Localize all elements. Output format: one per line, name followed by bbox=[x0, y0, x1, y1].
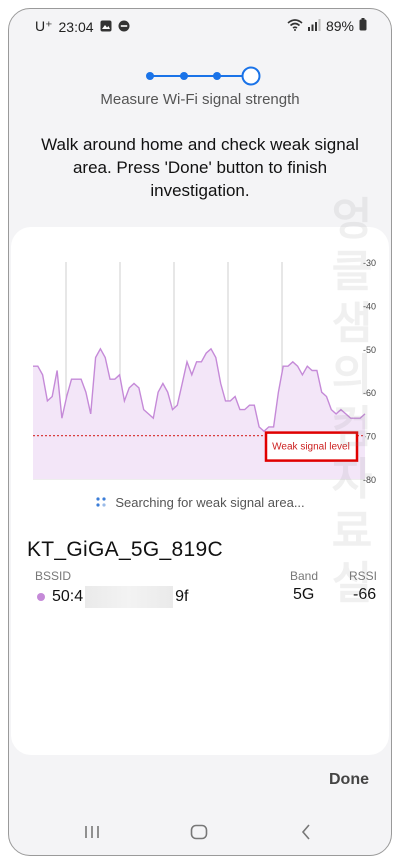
step-4-dot bbox=[241, 66, 261, 86]
step-1-dot bbox=[146, 72, 154, 80]
y-tick-label: -40 bbox=[363, 301, 376, 311]
y-tick-label: -70 bbox=[363, 432, 376, 442]
battery-icon bbox=[359, 18, 367, 34]
home-icon bbox=[190, 824, 208, 840]
carrier-label: U⁺ bbox=[35, 18, 53, 34]
progress-stepper bbox=[146, 66, 261, 86]
network-ssid: KT_GiGA_5G_819C bbox=[27, 538, 223, 561]
signal-series-line bbox=[33, 347, 366, 433]
signal-icon bbox=[307, 18, 321, 34]
phone-screen: U⁺ 23:04 89% Measure bbox=[8, 8, 392, 856]
rssi-value: -66 bbox=[353, 586, 377, 603]
navigation-bar bbox=[9, 817, 391, 847]
battery-percent: 89% bbox=[325, 18, 354, 34]
step-3-dot bbox=[213, 72, 221, 80]
gallery-icon bbox=[100, 19, 112, 35]
y-tick-label: -30 bbox=[363, 258, 376, 268]
do-not-disturb-icon bbox=[118, 19, 130, 35]
step-2-dot bbox=[180, 72, 188, 80]
status-bar: U⁺ 23:04 89% bbox=[9, 9, 391, 45]
back-icon bbox=[301, 824, 310, 840]
y-tick-label: -80 bbox=[363, 475, 376, 485]
recent-apps-icon bbox=[85, 826, 99, 838]
watermark: 엉클샘의 컴자료실 bbox=[331, 194, 373, 609]
signal-chart: -30 -40 -50 -60 -70 -80 Weak signal level bbox=[33, 258, 376, 485]
series-color-dot bbox=[37, 593, 45, 601]
y-tick-label: -50 bbox=[363, 345, 376, 355]
scanning-icon bbox=[96, 497, 106, 507]
scan-status: Searching for weak signal area... bbox=[11, 495, 389, 510]
home-button[interactable] bbox=[179, 817, 219, 847]
back-button[interactable] bbox=[286, 817, 326, 847]
recent-apps-button[interactable] bbox=[72, 817, 112, 847]
scan-status-text: Searching for weak signal area... bbox=[115, 495, 305, 510]
band-label: Band bbox=[290, 569, 319, 583]
done-button[interactable]: Done bbox=[329, 771, 369, 788]
band-value: 5G bbox=[293, 586, 315, 603]
y-tick-label: -60 bbox=[363, 388, 376, 398]
bssid-start: 50:4 bbox=[52, 588, 84, 606]
bssid-redacted bbox=[85, 586, 174, 608]
signal-card: -30 -40 -50 -60 -70 -80 Weak signal level Sear… bbox=[11, 227, 389, 755]
bssid-value: 50:4 9f bbox=[52, 586, 188, 608]
clock: 23:04 bbox=[58, 18, 94, 35]
bssid-label: BSSID bbox=[35, 569, 72, 583]
wifi-icon bbox=[287, 18, 303, 34]
bssid-end: 9f bbox=[175, 588, 189, 606]
step-subtitle: Measure Wi-Fi signal strength bbox=[100, 91, 300, 108]
rssi-label: RSSI bbox=[349, 569, 378, 583]
weak-signal-label: Weak signal level bbox=[272, 442, 350, 453]
weak-signal-label-box bbox=[264, 431, 359, 462]
instructions-text: Walk around home and check weak signal a… bbox=[41, 135, 359, 200]
